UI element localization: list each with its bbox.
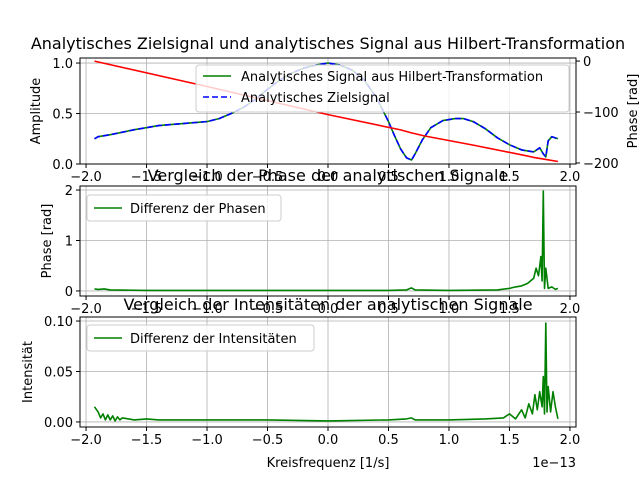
panel-3-xticks: −2.0 −1.5 −1.0 −0.5 0.0 0.5 1.0 1.5 2.0 (70, 427, 580, 448)
panel-2-xtick-label-7: 1.5 (499, 302, 520, 317)
panel-2-series-0 (94, 190, 559, 292)
panel-3-legend: Differenz der Intensitäten (86, 324, 315, 352)
panel-1: Analytisches Zielsignal und analytisches… (29, 34, 640, 185)
panel-2-yticks: 0 1 2 (65, 184, 80, 300)
panel-1-xtick-label-4: 0.0 (318, 170, 339, 185)
panel-1-ylabel: Amplitude (29, 78, 44, 145)
panel-3-series (93, 322, 559, 422)
panel-3-series-0 (93, 322, 559, 422)
panel-1-y2tick-label-2: −200 (583, 157, 619, 172)
panel-1-xtick-label-0: −2.0 (70, 170, 102, 185)
panel-2-ytick-label-0: 0 (65, 285, 73, 300)
panel-2-ylabel: Phase [rad] (40, 204, 55, 279)
panel-2-xtick-label-5: 0.5 (378, 302, 399, 317)
panel-2-xtick-label-3: −0.5 (252, 302, 284, 317)
panel-2-ytick-label-1: 1 (65, 234, 73, 249)
panel-1-xtick-label-6: 1.0 (439, 170, 460, 185)
panel-3-x-offset: 1e−13 (532, 456, 576, 471)
panel-3-ylabel: Intensität (21, 341, 36, 403)
panel-1-title: Analytisches Zielsignal und analytisches… (31, 34, 625, 53)
panel-2-legend-box (86, 194, 282, 222)
panel-1-legend-label-1: Analytisches Zielsignal (241, 91, 390, 106)
panel-3-title: Vergleich der Intensitäten der analytisc… (123, 295, 532, 314)
panel-3-xlabel: Kreisfrequenz [1/s] (267, 456, 390, 471)
panel-2-ytick-label-2: 2 (65, 184, 73, 199)
panel-2-xtick-label-1: −1.5 (131, 302, 163, 317)
panel-3-xtick-label-5: 0.5 (378, 433, 399, 448)
panel-3-ytick-label-0: 0.00 (44, 416, 73, 431)
panel-1-xtick-label-3: −0.5 (252, 170, 284, 185)
panel-3-xtick-label-6: 1.0 (439, 433, 460, 448)
panel-3-xtick-label-2: −1.0 (191, 433, 223, 448)
panel-1-xtick-label-5: 0.5 (378, 170, 399, 185)
panel-2-xtick-label-6: 1.0 (439, 302, 460, 317)
panel-1-legend-label-0: Analytisches Signal aus Hilbert-Transfor… (241, 70, 543, 85)
panel-3-legend-label-0: Differenz der Intensitäten (130, 332, 297, 347)
panel-3-xtick-label-4: 0.0 (318, 433, 339, 448)
panel-2-legend: Differenz der Phasen (86, 194, 282, 222)
panel-3-grid (80, 317, 576, 427)
panel-1-xtick-label-2: −1.0 (191, 170, 223, 185)
panel-3: −2.0 −1.5 −1.0 −0.5 0.0 0.5 1.0 1.5 2.0 0.00 0.05… (21, 295, 580, 471)
panel-2-title: Vergleich der Phase der analytischen Sig… (148, 166, 509, 185)
panel-1-ytick-label-0: 0.0 (52, 158, 73, 173)
panel-2-xticks: −2.0 −1.5 −1.0 −0.5 0.0 0.5 1.0 1.5 2.0 (70, 296, 580, 317)
panel-3-xtick-label-3: −0.5 (252, 433, 284, 448)
panel-1-y2label: Phase [rad] (626, 74, 640, 149)
panel-1-y2tick-label-0: 0 (583, 55, 591, 70)
panel-3-xtick-label-1: −1.5 (131, 433, 163, 448)
panel-1-ytick-label-1: 0.5 (52, 108, 73, 123)
panel-3-xtick-label-8: 2.0 (560, 433, 581, 448)
panel-2-xtick-label-8: 2.0 (560, 302, 581, 317)
panel-1-y2ticks: 0 −100 −200 (576, 55, 619, 172)
panel-1-xtick-label-1: −1.5 (131, 170, 163, 185)
panel-3-ytick-label-1: 0.05 (44, 365, 73, 380)
panel-1-y2tick-label-1: −100 (583, 106, 619, 121)
panel-2-legend-label-0: Differenz der Phasen (130, 202, 266, 217)
panel-2: −2.0 −1.5 −1.0 −0.5 0.0 0.5 1.0 1.5 2.0 0 1 2 Phas… (40, 166, 580, 317)
panel-2-xtick-label-4: 0.0 (318, 302, 339, 317)
panel-1-yticks: 0.0 0.5 1.0 (52, 57, 80, 173)
panel-1-xtick-label-8: 2.0 (560, 170, 581, 185)
panel-1-legend: Analytisches Signal aus Hilbert-Transfor… (195, 64, 570, 113)
panel-3-legend-box (86, 324, 315, 352)
panel-3-xtick-label-0: −2.0 (70, 433, 102, 448)
panel-1-legend-box (195, 64, 570, 113)
panel-1-ytick-label-2: 1.0 (52, 57, 73, 72)
panel-1-xtick-label-7: 1.5 (499, 170, 520, 185)
panel-2-series (94, 190, 559, 292)
panel-1-xticks: −2.0 −1.5 −1.0 −0.5 0.0 0.5 1.0 1.5 2.0 (70, 164, 580, 185)
panel-3-yticks: 0.00 0.05 0.10 (44, 315, 80, 431)
panel-3-ytick-label-2: 0.10 (44, 315, 73, 330)
panel-3-xtick-label-7: 1.5 (499, 433, 520, 448)
panel-2-xtick-label-2: −1.0 (191, 302, 223, 317)
panel-2-xtick-label-0: −2.0 (70, 302, 102, 317)
